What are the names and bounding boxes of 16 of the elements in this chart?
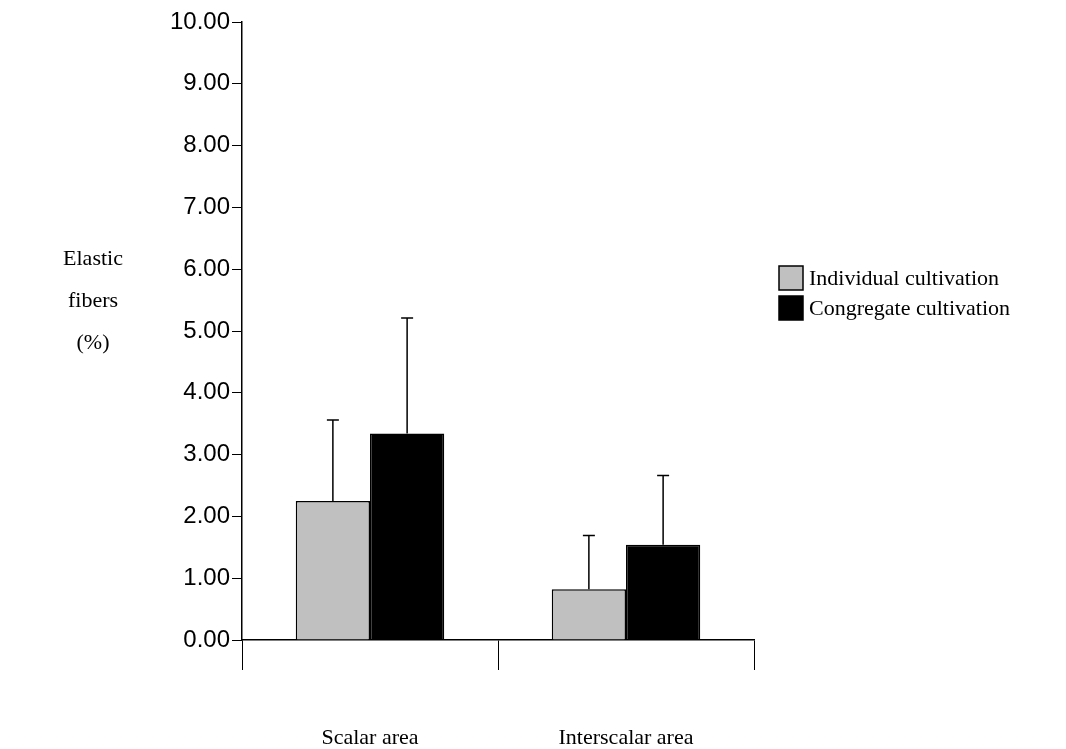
x-tick-label: Scalar area xyxy=(321,723,419,749)
y-tick-label: 4.00 xyxy=(183,377,230,405)
x-tick-label: Interscalar area xyxy=(558,723,694,749)
y-tick-label: 5.00 xyxy=(183,315,230,343)
y-tick-label: 2.00 xyxy=(183,501,230,529)
y-tick-label: 10.00 xyxy=(169,6,230,34)
y-tick-label: 1.00 xyxy=(183,562,230,590)
legend-label: Congregate cultivation xyxy=(809,294,1010,320)
y-tick-label: 7.00 xyxy=(183,192,230,220)
y-tick-label: 9.00 xyxy=(183,68,230,96)
y-tick-label: 0.00 xyxy=(183,624,230,652)
y-tick-label: 8.00 xyxy=(183,130,230,158)
y-axis-title: Elastic fibers (%) xyxy=(63,244,124,354)
y-tick-label: 6.00 xyxy=(183,253,230,281)
y-tick-label: 3.00 xyxy=(183,439,230,467)
legend-label: Individual cultivation xyxy=(809,264,1000,290)
